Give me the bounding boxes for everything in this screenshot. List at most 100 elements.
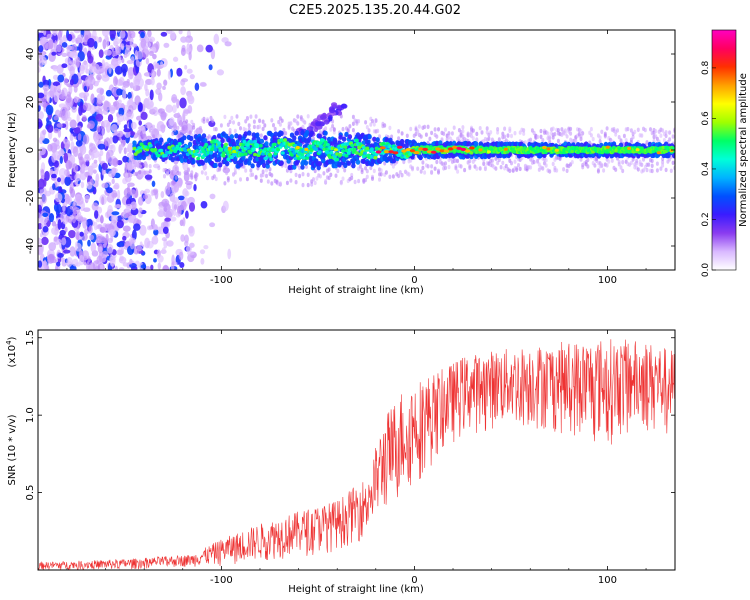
spectrogram-cell	[101, 162, 108, 171]
spectrogram-cell	[357, 178, 361, 184]
spectrogram-cell	[314, 124, 323, 130]
spectrogram-cell	[447, 131, 451, 136]
spectrogram-cell	[65, 110, 71, 119]
spectrogram-cell	[132, 140, 137, 146]
spectrogram-cell	[556, 128, 560, 133]
spectrogram-cell	[138, 120, 142, 126]
spectrogram-cell	[313, 168, 317, 174]
spectrogram-cell	[73, 127, 81, 134]
spectrogram-cell	[475, 131, 479, 137]
spectrogram-cell	[489, 145, 494, 150]
spectrogram-cell	[112, 192, 118, 198]
spectrogram-cell	[59, 156, 63, 164]
spectrogram-ytick-label: 0	[25, 147, 36, 153]
spectrogram-cell	[433, 166, 437, 171]
spectrogram-cell	[164, 185, 171, 196]
spectrogram-cell	[409, 158, 413, 163]
spectrogram-cell	[127, 69, 134, 80]
spectrogram-cell	[541, 138, 545, 143]
spectrogram-cell	[145, 57, 150, 65]
spectrogram-cell	[566, 141, 571, 147]
spectrogram-cell	[223, 114, 227, 120]
spectrogram-cell	[156, 120, 165, 132]
spectrogram-cell	[145, 265, 151, 270]
spectrogram-cell	[522, 128, 526, 133]
spectrogram-cell	[234, 133, 239, 139]
spectrogram-cell	[117, 103, 125, 109]
spectrogram-cell	[58, 167, 67, 178]
spectrogram-cell	[499, 165, 503, 170]
spectrogram-cell	[40, 260, 49, 270]
spectrogram-cell	[336, 168, 340, 174]
spectrogram-cell	[204, 142, 209, 147]
spectrogram-cell	[346, 151, 351, 155]
colorbar-tick-label: 0.6	[701, 111, 711, 126]
spectrogram-cell	[336, 104, 343, 110]
spectrogram-cell	[237, 135, 243, 141]
spectrogram-cell	[126, 152, 133, 158]
spectrogram-cell	[136, 50, 144, 60]
spectrogram-cell	[75, 56, 81, 68]
spectrogram-cell	[172, 56, 179, 62]
spectrogram-cell	[38, 178, 45, 190]
spectrogram-cell	[537, 162, 541, 167]
snr-frame	[37, 329, 676, 571]
spectrogram-cell	[177, 195, 185, 201]
spectrogram-cell	[546, 147, 551, 151]
spectrogram-cell	[110, 215, 119, 222]
spectrogram-cell	[171, 93, 178, 104]
spectrogram-cell	[56, 204, 62, 214]
spectrogram-cell	[78, 254, 85, 266]
spectrogram-cell	[372, 122, 376, 127]
spectrogram-cell	[69, 79, 74, 86]
spectrogram-cell	[259, 178, 263, 183]
spectrogram-cell	[247, 160, 252, 166]
spectrogram-cell	[344, 131, 349, 137]
spectrogram-cell	[122, 225, 131, 232]
spectrogram-cell	[38, 260, 43, 268]
spectrogram-cell	[482, 161, 486, 166]
spectrogram-cell	[195, 172, 199, 178]
spectrogram-cell	[123, 187, 132, 198]
spectrogram-cell	[598, 139, 602, 144]
spectrogram-cell	[305, 164, 308, 169]
spectrogram-cell	[341, 176, 345, 181]
spectrogram-cell	[38, 111, 44, 120]
spectrogram-cell	[184, 144, 189, 149]
spectrogram-cell	[122, 89, 127, 100]
spectrogram-cell	[444, 161, 447, 166]
spectrogram-cell	[127, 91, 132, 100]
spectrogram-cell	[101, 59, 106, 70]
spectrogram-cell	[56, 44, 62, 53]
spectrogram-cell	[56, 85, 61, 92]
spectrogram-cell	[160, 61, 164, 67]
spectrogram-cell	[120, 247, 125, 255]
spectrogram-cell	[251, 172, 255, 177]
spectrogram-cell	[626, 126, 630, 132]
spectrogram-cell	[184, 190, 190, 197]
spectrogram-cell	[268, 167, 272, 172]
spectrogram-cell	[284, 131, 288, 136]
spectrogram-cell	[190, 173, 194, 178]
spectrogram-cell	[212, 134, 217, 141]
spectrogram-cell	[291, 147, 296, 152]
spectrogram-cell	[214, 127, 218, 132]
spectrogram-cell	[178, 251, 184, 261]
spectrogram-cell	[218, 162, 223, 168]
spectrogram-cell	[65, 172, 71, 178]
spectrogram-cell	[56, 261, 61, 267]
spectrogram-cell	[233, 179, 237, 185]
spectrogram-cell	[579, 142, 584, 148]
spectrogram-cell	[374, 118, 378, 123]
spectrogram-cell	[249, 114, 253, 119]
spectrogram-cell	[478, 166, 482, 171]
spectrogram-cell	[563, 128, 567, 133]
spectrogram-cell	[156, 153, 161, 158]
spectrogram-cell	[369, 165, 373, 171]
spectrogram-cell	[193, 152, 198, 156]
spectrogram-cell	[300, 152, 305, 157]
spectrogram-cell	[75, 140, 83, 147]
spectrogram-cell	[82, 156, 91, 162]
spectrogram-cell	[202, 119, 206, 124]
spectrogram-cell	[289, 121, 293, 126]
